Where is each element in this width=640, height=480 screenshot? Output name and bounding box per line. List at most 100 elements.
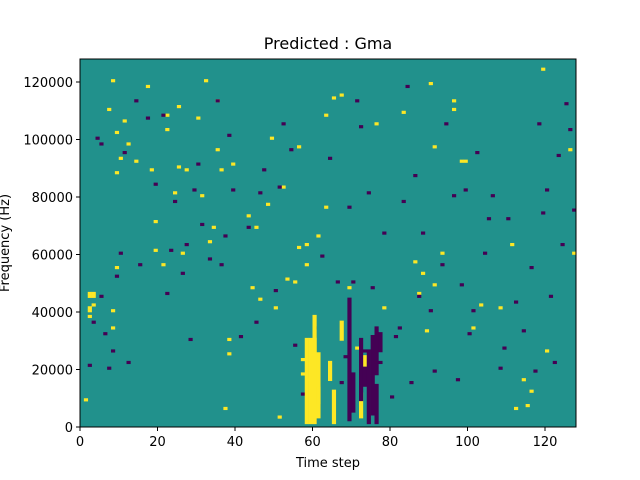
- heatmap-cell-high: [258, 297, 263, 301]
- heatmap-cell-low: [541, 211, 546, 215]
- heatmap-cell-low: [223, 234, 228, 238]
- chart-title: Predicted : Gma: [264, 34, 392, 53]
- heatmap-run-low: [366, 349, 371, 425]
- heatmap-cell-low: [138, 263, 143, 267]
- heatmap-cell-high: [111, 309, 116, 313]
- heatmap-cell-high: [204, 79, 209, 83]
- heatmap-cell-low: [459, 283, 464, 287]
- heatmap-cell-high: [145, 84, 151, 89]
- heatmap-cell-low: [486, 217, 492, 221]
- x-tick-label: 80: [382, 435, 399, 450]
- heatmap-cell-low: [328, 156, 333, 160]
- heatmap-cells: [83, 67, 577, 425]
- heatmap-cell-low: [498, 366, 503, 370]
- x-tick-label: 0: [76, 435, 84, 450]
- heatmap-cell-low: [393, 335, 399, 339]
- heatmap-cell-low: [490, 194, 495, 198]
- heatmap-cell-high: [83, 398, 89, 402]
- heatmap-cell-high: [401, 110, 406, 114]
- heatmap-cell-high: [153, 220, 158, 224]
- heatmap-cell-low: [351, 280, 356, 284]
- heatmap-cell-high: [200, 194, 205, 198]
- heatmap-cell-high: [324, 113, 329, 117]
- heatmap-cell-low: [378, 360, 383, 365]
- heatmap-cell-high: [541, 67, 546, 71]
- heatmap-run-high: [362, 355, 368, 373]
- heatmap-cell-high: [510, 243, 515, 247]
- heatmap-cell-low: [126, 360, 131, 365]
- heatmap-cell-high: [421, 271, 426, 275]
- heatmap-cell-high: [529, 389, 534, 393]
- y-axis-label: Frequency (Hz): [0, 194, 13, 292]
- heatmap-cell-low: [405, 84, 410, 89]
- heatmap-cell-low: [452, 194, 457, 198]
- heatmap-cell-high: [382, 306, 387, 310]
- heatmap-cell-low: [134, 99, 139, 103]
- heatmap-cell-low: [335, 280, 340, 284]
- heatmap-cell-low: [196, 162, 201, 166]
- heatmap-cell-low: [366, 191, 371, 195]
- heatmap-cell-high: [184, 168, 189, 172]
- heatmap-cell-high: [424, 329, 430, 333]
- heatmap-cell-high: [498, 306, 503, 310]
- heatmap-cell-high: [413, 260, 418, 264]
- heatmap-run-low: [374, 326, 379, 376]
- heatmap-cell-low: [114, 274, 120, 278]
- x-tick-label: 20: [149, 435, 166, 450]
- heatmap-cell-low: [440, 263, 445, 267]
- heatmap-run-low: [359, 337, 364, 402]
- heatmap-cell-low: [192, 188, 197, 192]
- heatmap-cell-low: [207, 257, 213, 261]
- heatmap-cell-high: [285, 277, 290, 281]
- heatmap-cell-high: [440, 251, 445, 255]
- heatmap-run-high: [308, 337, 313, 425]
- heatmap-cell-low: [273, 289, 278, 293]
- heatmap-cell-low: [339, 381, 344, 385]
- heatmap-cell-high: [180, 251, 185, 255]
- heatmap-cell-high: [87, 306, 92, 310]
- heatmap-cell-high: [219, 168, 224, 172]
- heatmap-cell-low: [529, 266, 534, 270]
- heatmap-cell-low: [91, 320, 96, 324]
- heatmap-cell-low: [568, 128, 573, 132]
- heatmap-cell-high: [471, 326, 476, 330]
- heatmap-cell-high: [269, 136, 275, 140]
- heatmap-cell-high: [545, 349, 550, 353]
- heatmap-cell-low: [560, 243, 565, 247]
- heatmap-cell-low: [475, 151, 480, 155]
- heatmap-cell-high: [281, 185, 286, 189]
- heatmap-cell-low: [556, 153, 561, 158]
- heatmap-cell-high: [521, 378, 526, 382]
- heatmap-cell-high: [374, 122, 379, 126]
- heatmap-cell-high: [304, 263, 309, 267]
- heatmap-cell-high: [118, 156, 123, 160]
- heatmap-cell-high: [196, 116, 201, 120]
- heatmap-run-high: [328, 360, 333, 382]
- heatmap-cell-low: [231, 188, 236, 192]
- heatmap-cell-low: [289, 148, 294, 152]
- heatmap-cell-low: [572, 208, 577, 212]
- heatmap-cell-low: [417, 294, 422, 298]
- heatmap-cell-low: [359, 125, 364, 129]
- heatmap-cell-high: [339, 93, 344, 97]
- heatmap-cell-high: [463, 159, 468, 163]
- heatmap-cell-high: [223, 406, 228, 411]
- heatmap-cell-low: [258, 191, 263, 195]
- y-tick-label: 100000: [23, 134, 73, 149]
- heatmap-cell-high: [273, 306, 278, 310]
- heatmap-cell-low: [362, 349, 368, 353]
- heatmap-cell-low: [370, 286, 375, 290]
- heatmap-cell-high: [300, 358, 306, 362]
- heatmap-cell-low: [200, 222, 205, 227]
- heatmap-cell-low: [161, 113, 166, 117]
- heatmap-cell-low: [153, 182, 158, 186]
- heatmap-cell-high: [266, 202, 271, 206]
- heatmap-cell-high: [227, 337, 232, 342]
- heatmap-cell-high: [572, 251, 577, 255]
- heatmap-run-high: [312, 314, 317, 419]
- heatmap-cell-low: [483, 251, 488, 255]
- heatmap-cell-low: [188, 337, 193, 342]
- heatmap-cell-low: [467, 332, 472, 336]
- heatmap-run-low: [362, 366, 368, 387]
- heatmap-cell-high: [153, 248, 158, 252]
